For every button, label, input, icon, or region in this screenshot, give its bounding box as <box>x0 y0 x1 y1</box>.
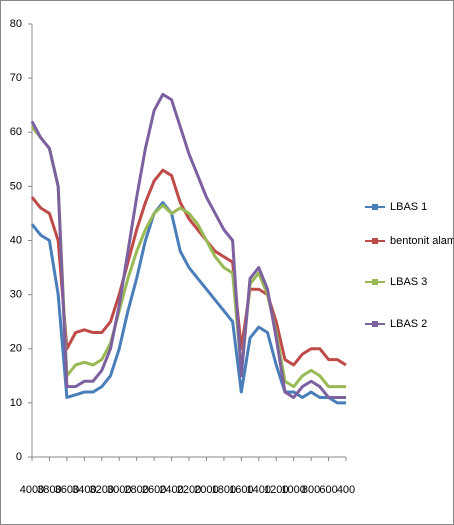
y-tick-label: 20 <box>10 343 22 355</box>
y-tick-label: 0 <box>16 451 22 463</box>
series-line <box>30 92 346 399</box>
x-tick-label: 1600 <box>229 484 253 496</box>
x-tick-label: 3400 <box>72 484 96 496</box>
y-tick-label: 60 <box>10 126 22 138</box>
x-tick-label: 800 <box>302 484 320 496</box>
legend-label: bentonit alam <box>390 235 454 247</box>
x-tick-label: 3600 <box>55 484 79 496</box>
y-tick-label: 30 <box>10 289 22 301</box>
legend-marker <box>372 238 378 244</box>
x-tick-label: 2400 <box>159 484 183 496</box>
legend-marker <box>372 204 378 210</box>
x-tick-label: 1400 <box>247 484 271 496</box>
series-line <box>30 201 346 405</box>
y-tick-label: 10 <box>10 397 22 409</box>
x-tick-label: 3000 <box>107 484 131 496</box>
legend-label: LBAS 1 <box>390 201 427 213</box>
x-tick-label: 1000 <box>281 484 305 496</box>
x-tick-label: 3800 <box>37 484 61 496</box>
x-tick-label: 4000 <box>20 484 44 496</box>
legend-label: LBAS 2 <box>390 318 427 330</box>
y-tick-label: 70 <box>10 72 22 84</box>
x-tick-label: 1800 <box>212 484 236 496</box>
y-tick-label: 80 <box>10 18 22 30</box>
x-tick-label: 2600 <box>142 484 166 496</box>
x-tick-label: 600 <box>319 484 337 496</box>
legend-marker <box>372 279 378 285</box>
x-tick-label: 2800 <box>124 484 148 496</box>
x-tick-label: 2200 <box>177 484 201 496</box>
x-tick-label: 400 <box>337 484 355 496</box>
x-tick-label: 1200 <box>264 484 288 496</box>
y-tick-label: 50 <box>10 180 22 192</box>
x-tick-label: 3200 <box>90 484 114 496</box>
legend-marker <box>372 321 378 327</box>
y-tick-label: 40 <box>10 234 22 246</box>
series-line <box>30 168 347 367</box>
x-tick-label: 2000 <box>194 484 218 496</box>
series-line <box>30 125 346 389</box>
legend-label: LBAS 3 <box>390 276 427 288</box>
